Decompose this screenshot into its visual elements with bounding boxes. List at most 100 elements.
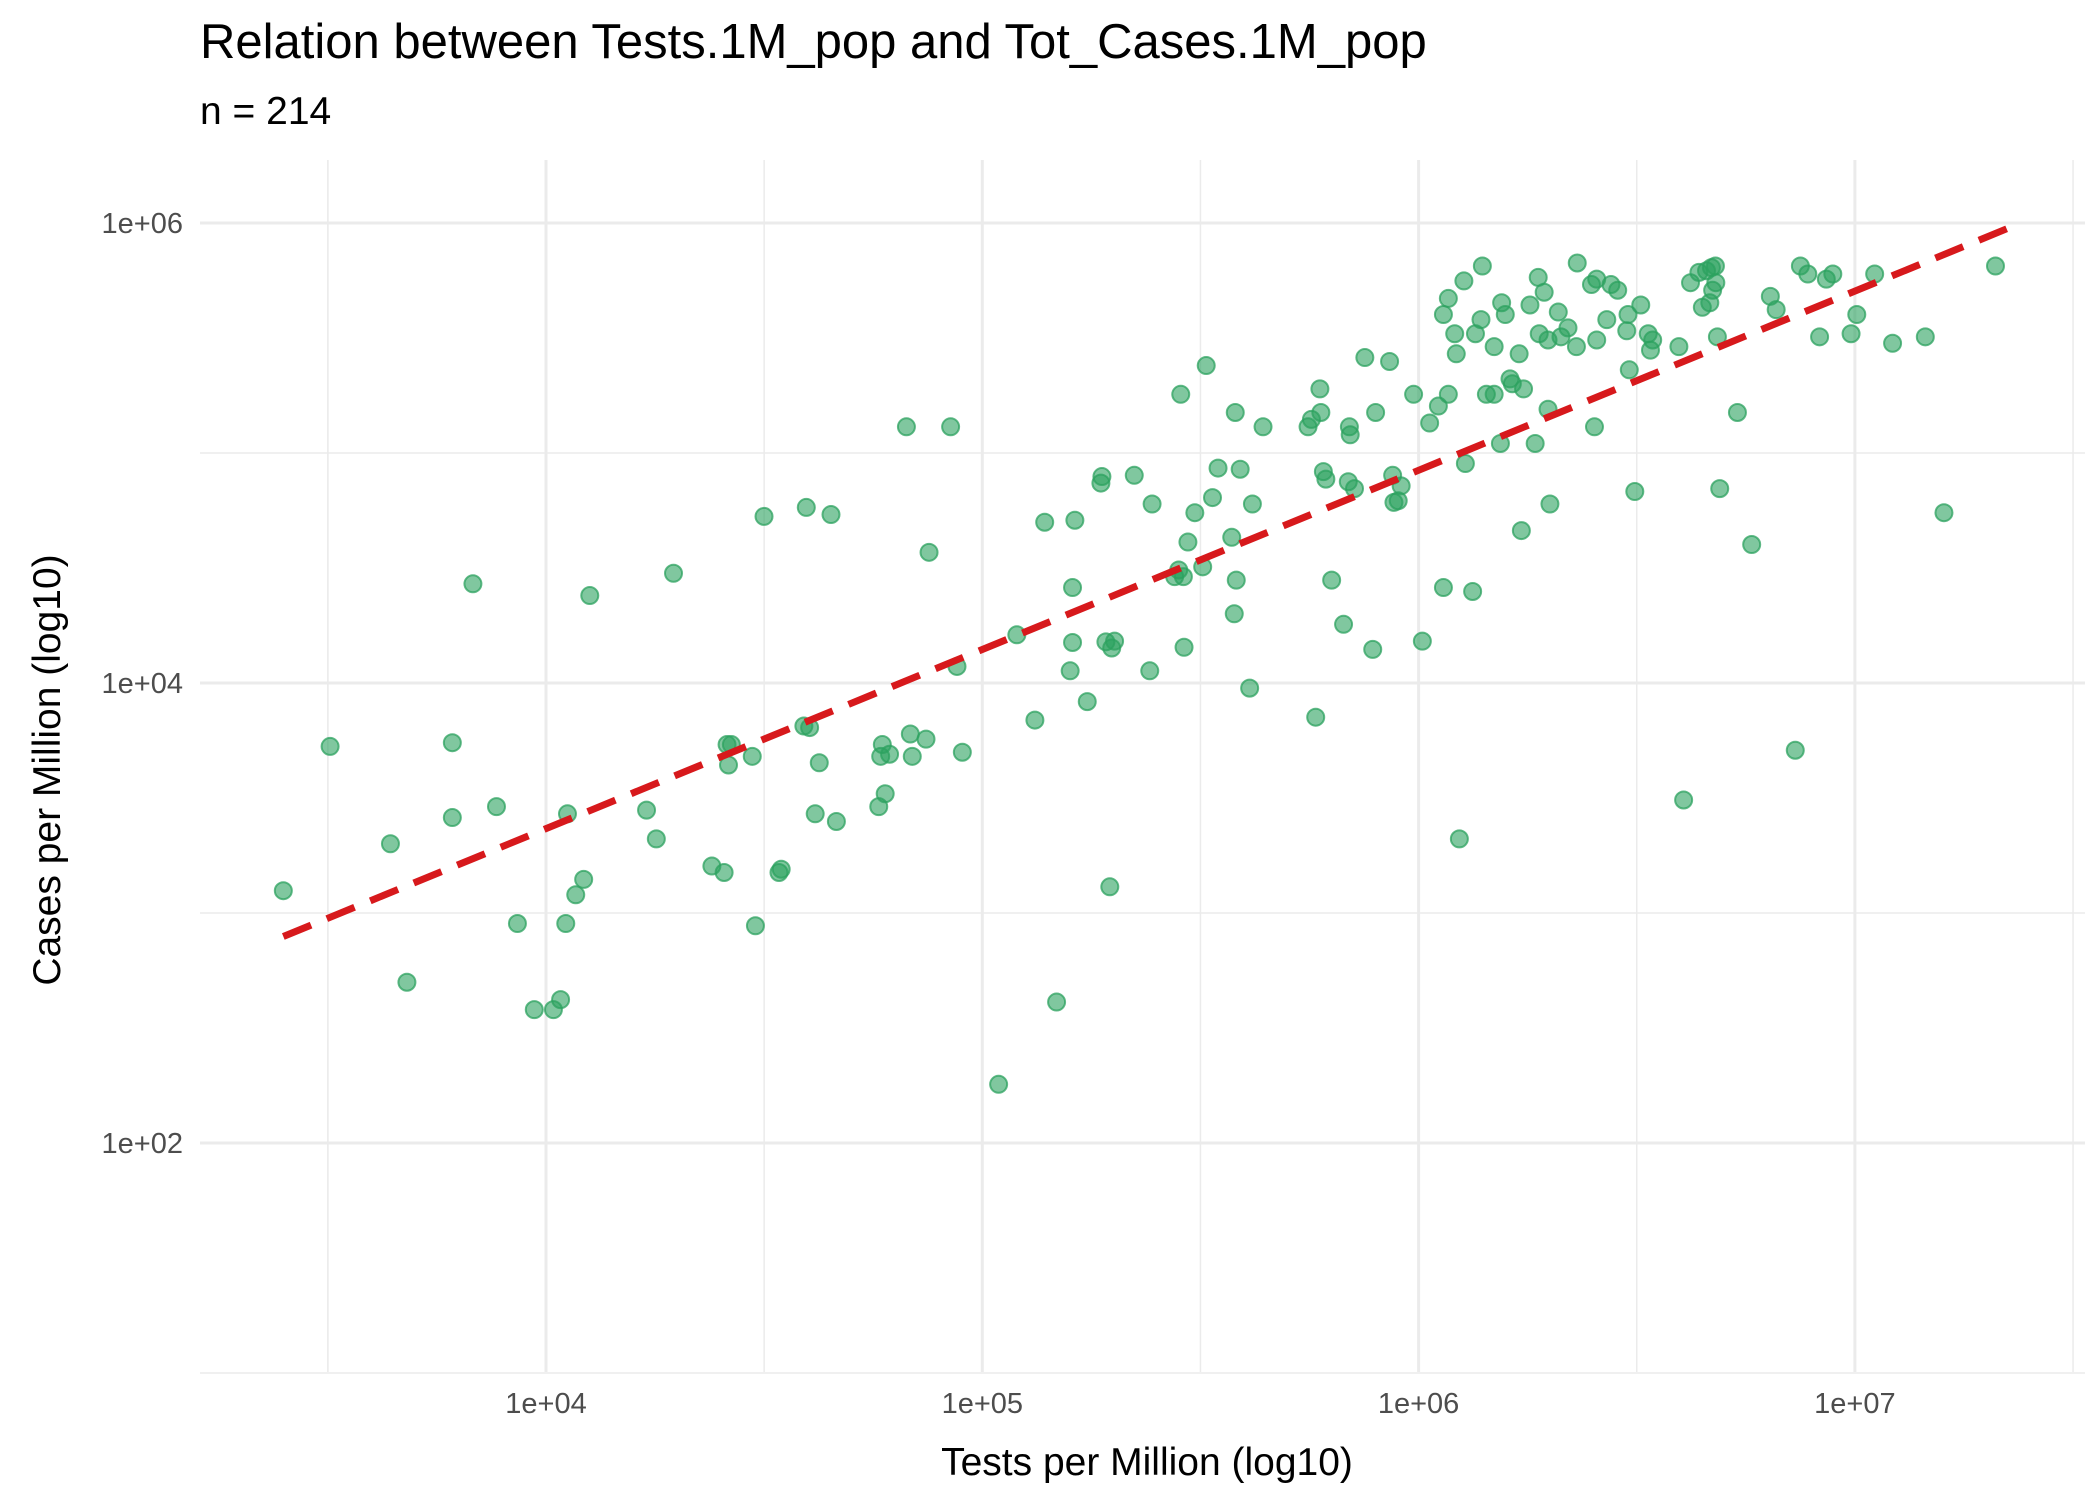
data-point bbox=[1727, 402, 1747, 422]
data-point bbox=[1520, 295, 1540, 315]
data-point bbox=[1798, 264, 1818, 284]
data-point bbox=[1934, 503, 1954, 523]
data-point bbox=[1525, 433, 1545, 453]
data-point bbox=[646, 829, 666, 849]
data-point bbox=[1060, 661, 1080, 681]
data-point bbox=[273, 881, 293, 901]
y-tick-label: 1e+02 bbox=[102, 1128, 183, 1160]
y-tick-label: 1e+04 bbox=[102, 668, 183, 700]
data-point bbox=[1509, 344, 1529, 364]
data-point bbox=[1597, 310, 1617, 330]
trend-line bbox=[281, 219, 2023, 940]
chart-title: Relation between Tests.1M_pop and Tot_Ca… bbox=[200, 15, 1427, 69]
data-point bbox=[1463, 581, 1483, 601]
data-point bbox=[1171, 384, 1191, 404]
data-point bbox=[941, 417, 961, 437]
data-point bbox=[1225, 402, 1245, 422]
data-point bbox=[989, 1074, 1009, 1094]
data-point bbox=[900, 724, 920, 744]
y-axis-ticks: 1e+02 1e+04 1e+06 bbox=[102, 208, 183, 1160]
x-axis-ticks: 1e+04 1e+05 1e+06 1e+07 bbox=[505, 1388, 1895, 1420]
data-point bbox=[463, 574, 483, 594]
data-point bbox=[1785, 740, 1805, 760]
data-point bbox=[1823, 264, 1843, 284]
x-tick-label: 1e+05 bbox=[942, 1388, 1023, 1420]
data-point bbox=[637, 800, 657, 820]
grid-major bbox=[200, 160, 2085, 1372]
data-point bbox=[566, 885, 586, 905]
y-tick-label: 1e+06 bbox=[102, 208, 183, 240]
data-point bbox=[1404, 384, 1424, 404]
x-tick-label: 1e+07 bbox=[1814, 1388, 1895, 1420]
data-point bbox=[1847, 305, 1867, 325]
data-point bbox=[1841, 324, 1861, 344]
data-point bbox=[805, 804, 825, 824]
data-point bbox=[796, 497, 816, 517]
data-point bbox=[742, 746, 762, 766]
data-point bbox=[551, 990, 571, 1010]
data-point bbox=[1092, 467, 1112, 487]
data-point bbox=[1306, 707, 1326, 727]
data-point bbox=[916, 729, 936, 749]
data-point bbox=[1334, 614, 1354, 634]
data-point bbox=[1420, 413, 1440, 433]
data-point bbox=[1445, 324, 1465, 344]
data-points bbox=[273, 253, 2005, 1094]
data-point bbox=[1566, 337, 1586, 357]
data-point bbox=[1242, 494, 1262, 514]
data-point bbox=[1412, 631, 1432, 651]
data-point bbox=[714, 862, 734, 882]
data-point bbox=[1766, 300, 1786, 320]
data-point bbox=[1007, 625, 1027, 645]
data-point bbox=[320, 736, 340, 756]
data-point bbox=[1203, 488, 1223, 508]
data-point bbox=[1355, 348, 1375, 368]
data-point bbox=[1567, 253, 1587, 273]
data-point bbox=[1140, 661, 1160, 681]
y-axis-title: Cases per Million (log10) bbox=[26, 554, 69, 985]
data-point bbox=[1240, 678, 1260, 698]
data-point bbox=[1433, 305, 1453, 325]
data-point bbox=[1253, 417, 1273, 437]
data-point bbox=[507, 914, 527, 934]
data-point bbox=[1618, 305, 1638, 325]
data-point bbox=[1363, 639, 1383, 659]
data-point bbox=[1340, 425, 1360, 445]
data-point bbox=[1077, 692, 1097, 712]
data-point bbox=[1617, 321, 1637, 341]
data-point bbox=[1985, 256, 2005, 276]
data-point bbox=[442, 733, 462, 753]
data-point bbox=[1438, 288, 1458, 308]
data-point bbox=[880, 744, 900, 764]
data-point bbox=[1224, 604, 1244, 624]
data-point bbox=[1230, 459, 1250, 479]
data-point bbox=[809, 753, 829, 773]
data-point bbox=[1196, 356, 1216, 376]
data-point bbox=[1674, 790, 1694, 810]
data-point bbox=[1608, 280, 1628, 300]
data-point bbox=[1454, 271, 1474, 291]
data-point bbox=[1449, 829, 1469, 849]
data-point bbox=[1484, 337, 1504, 357]
data-point bbox=[1540, 494, 1560, 514]
data-point bbox=[1810, 327, 1830, 347]
data-point bbox=[1124, 465, 1144, 485]
data-point bbox=[1584, 417, 1604, 437]
data-point bbox=[1100, 877, 1120, 897]
data-point bbox=[1185, 503, 1205, 523]
data-point bbox=[1025, 710, 1045, 730]
data-point bbox=[875, 784, 895, 804]
data-point bbox=[1705, 256, 1725, 276]
data-point bbox=[1643, 330, 1663, 350]
data-point bbox=[754, 506, 774, 526]
grid-minor bbox=[200, 160, 2085, 1374]
data-point bbox=[1433, 578, 1453, 598]
x-tick-label: 1e+04 bbox=[505, 1388, 586, 1420]
data-point bbox=[1322, 570, 1342, 590]
data-point bbox=[380, 834, 400, 854]
data-point bbox=[1105, 631, 1125, 651]
data-point bbox=[1311, 402, 1331, 422]
data-point bbox=[1455, 454, 1475, 474]
data-point bbox=[1619, 360, 1639, 380]
